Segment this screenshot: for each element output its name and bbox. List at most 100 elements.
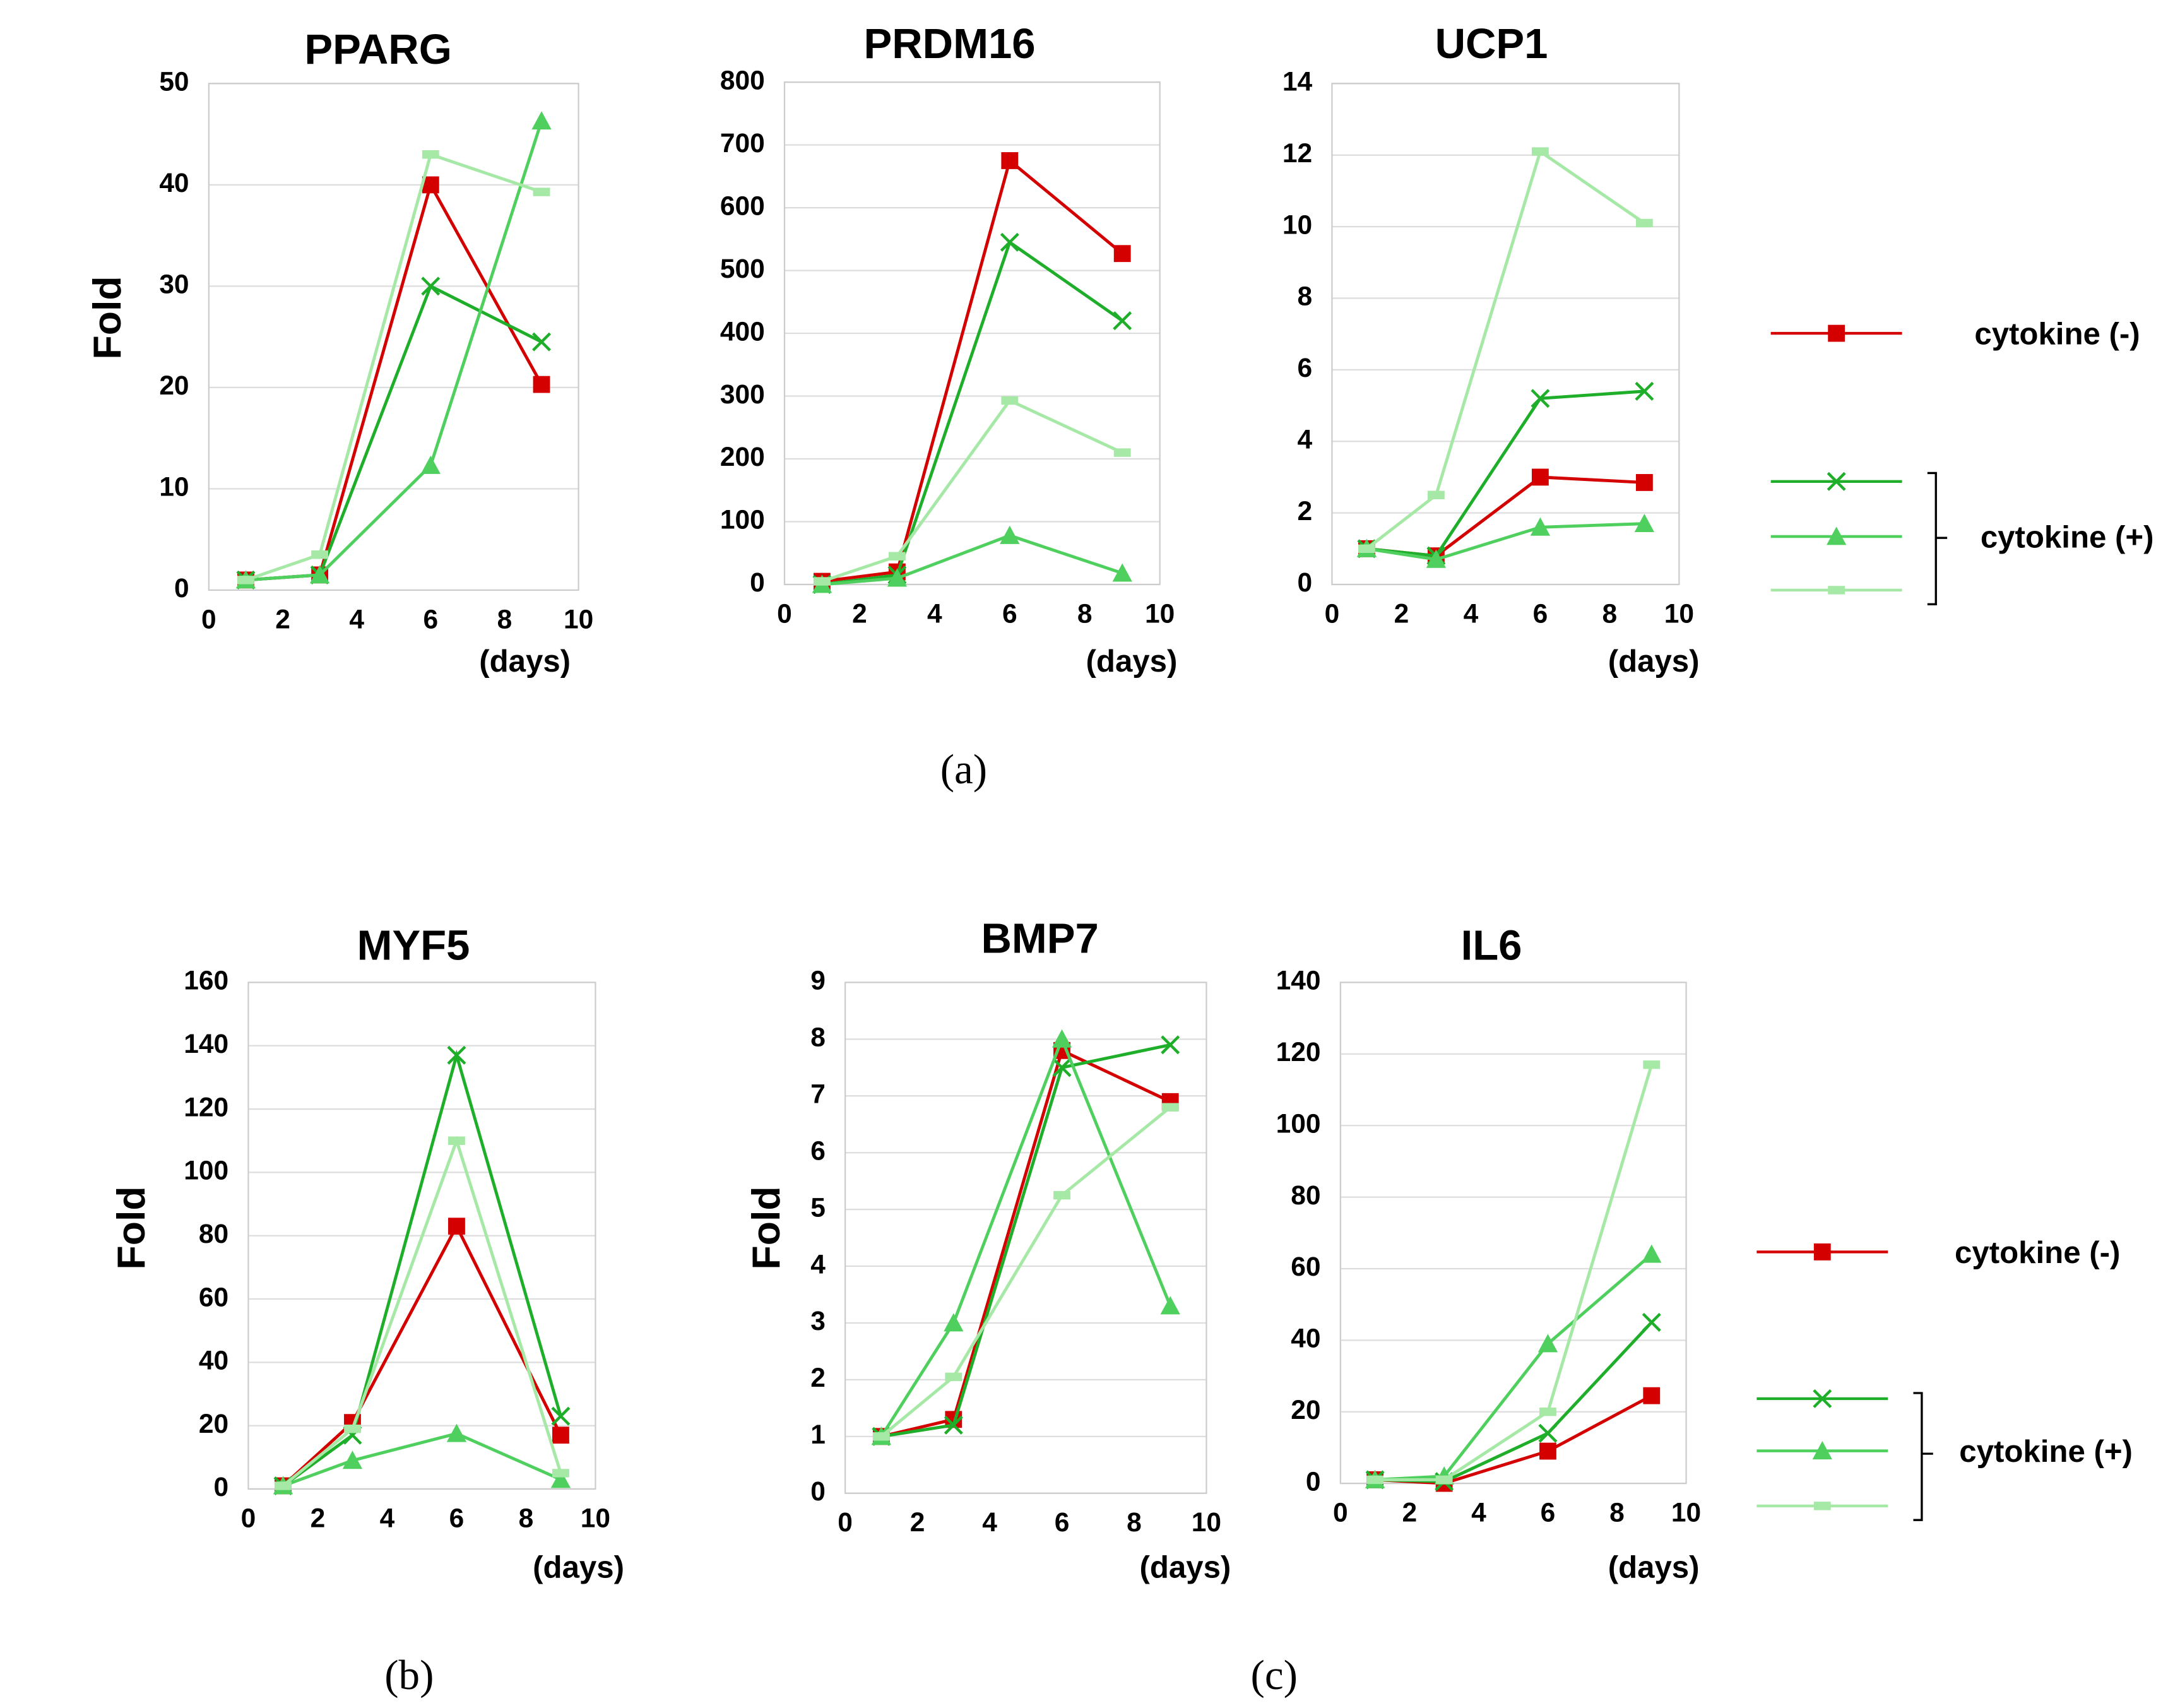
chart-title: PRDM16 (864, 20, 1036, 68)
marker (1531, 468, 1549, 486)
y-tick-label: 14 (1283, 67, 1313, 97)
marker (551, 1406, 571, 1426)
y-tick-label: 100 (184, 1156, 228, 1185)
legend-brace (1913, 1392, 1933, 1521)
y-tick-label: 120 (184, 1092, 228, 1122)
y-tick-label: 5 (810, 1192, 826, 1222)
marker (887, 568, 908, 587)
y-tick-label: 140 (184, 1029, 228, 1059)
marker (1812, 1441, 1832, 1460)
x-tick-label: 10 (1192, 1507, 1221, 1537)
y-tick-label: 30 (159, 270, 189, 299)
marker (1427, 490, 1445, 499)
y-tick-label: 6 (1297, 353, 1312, 383)
x-axis-label: (days) (1139, 1550, 1231, 1584)
y-tick-label: 4 (1297, 424, 1312, 454)
x-tick-label: 8 (1077, 598, 1093, 628)
x-tick-label: 10 (1145, 598, 1175, 628)
x-tick-label: 0 (777, 598, 792, 628)
marker (342, 1450, 363, 1469)
y-tick-label: 80 (199, 1219, 228, 1248)
marker (1538, 1423, 1558, 1443)
series-line (282, 1432, 562, 1488)
x-tick-label: 6 (1055, 1507, 1070, 1537)
marker (1642, 1312, 1661, 1332)
y-tick-label: 20 (199, 1409, 228, 1438)
x-tick-label: 8 (519, 1503, 534, 1533)
marker (1643, 1060, 1661, 1069)
series-line (281, 1223, 562, 1487)
marker (1426, 549, 1447, 568)
y-tick-label: 400 (720, 316, 765, 346)
plot-frame (783, 81, 1161, 586)
marker (309, 565, 330, 584)
y-tick-label: 2 (810, 1363, 826, 1392)
marker (1053, 1190, 1070, 1200)
marker (1530, 517, 1551, 536)
marker (1539, 1407, 1556, 1416)
series-line (880, 1043, 1171, 1438)
x-tick-label: 6 (1533, 598, 1548, 628)
x-tick-label: 2 (311, 1503, 326, 1533)
marker (1828, 324, 1845, 342)
marker (533, 187, 550, 196)
x-tick-label: 4 (349, 604, 364, 634)
x-tick-label: 2 (1402, 1497, 1418, 1527)
marker (446, 1423, 467, 1442)
series-line (822, 158, 1123, 583)
marker (945, 1372, 963, 1382)
x-tick-label: 4 (1464, 598, 1479, 628)
marker (1000, 232, 1019, 252)
series-line (1375, 1064, 1654, 1481)
marker (448, 1218, 465, 1235)
y-tick-label: 4 (810, 1249, 826, 1279)
marker (1827, 471, 1846, 491)
marker (533, 376, 550, 393)
series-line (1366, 522, 1645, 561)
x-tick-label: 6 (423, 604, 438, 634)
marker (447, 1045, 466, 1065)
plot-frame (1331, 83, 1680, 586)
marker (275, 1481, 292, 1490)
y-tick-label: 60 (199, 1282, 228, 1312)
y-axis-label: Fold (744, 1186, 788, 1269)
x-tick-label: 0 (201, 604, 216, 634)
panel-label: (a) (940, 745, 987, 793)
marker (531, 111, 552, 130)
series-line (880, 1106, 1171, 1438)
x-tick-label: 10 (1671, 1497, 1701, 1527)
marker (1813, 1243, 1831, 1260)
marker (552, 1426, 569, 1444)
marker (1531, 389, 1550, 408)
marker (448, 1136, 465, 1145)
legend-label: cytokine (+) (1981, 519, 2154, 554)
marker (1112, 563, 1132, 582)
marker (420, 455, 441, 474)
series-line (1375, 1394, 1652, 1485)
y-tick-label: 0 (810, 1476, 826, 1506)
marker (872, 1432, 890, 1441)
chart-title: UCP1 (1435, 20, 1548, 68)
y-axis-label: Fold (85, 276, 129, 359)
marker (1001, 396, 1019, 405)
marker (944, 1313, 964, 1332)
y-tick-label: 0 (750, 567, 765, 597)
x-tick-label: 0 (1333, 1497, 1348, 1527)
x-axis-label: (days) (1608, 644, 1700, 679)
y-tick-label: 120 (1276, 1037, 1321, 1067)
series-line (281, 1136, 562, 1487)
marker (552, 1469, 569, 1478)
series-line (1375, 1253, 1653, 1481)
series-line (282, 1049, 562, 1487)
y-tick-label: 40 (199, 1346, 228, 1375)
x-tick-label: 2 (910, 1507, 925, 1537)
x-tick-label: 2 (852, 598, 867, 628)
marker (1366, 1475, 1384, 1485)
x-axis-label: (days) (1086, 644, 1178, 679)
y-tick-label: 12 (1283, 138, 1312, 168)
marker (422, 150, 439, 159)
y-tick-label: 8 (1297, 282, 1312, 311)
series-line (246, 121, 543, 582)
x-axis-label: (days) (1608, 1550, 1700, 1584)
x-tick-label: 10 (564, 604, 593, 634)
